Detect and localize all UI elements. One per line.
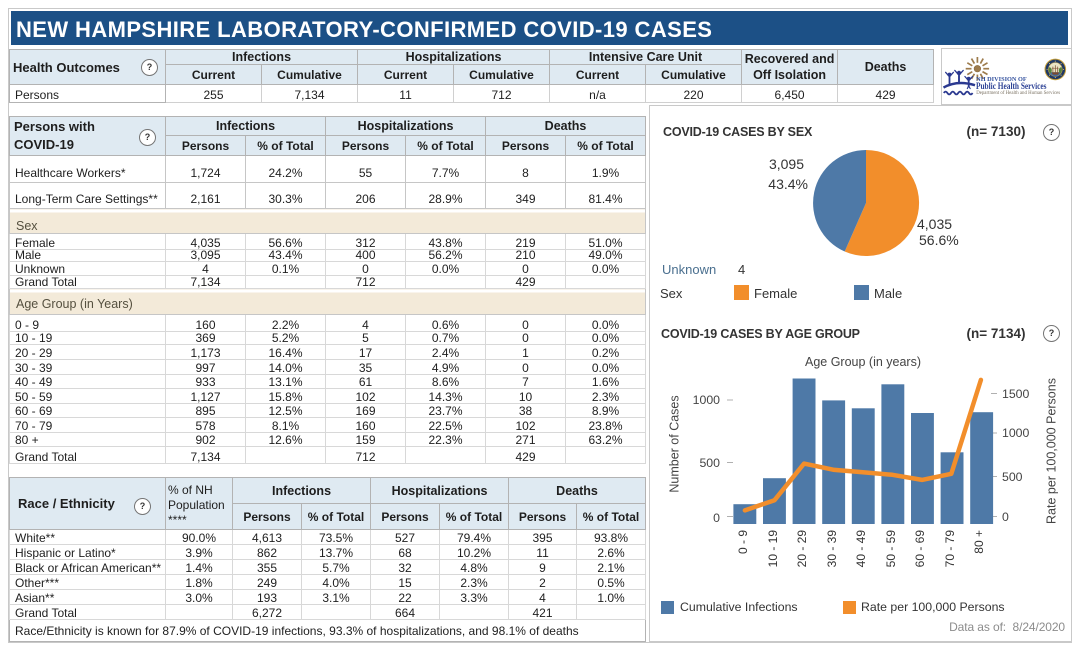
svg-text:Department of Health and Human: Department of Health and Human Services [976, 89, 1060, 96]
svg-text:Public Health Services: Public Health Services [976, 82, 1047, 92]
svg-text:NH DIVISION OF: NH DIVISION OF [976, 77, 1027, 83]
